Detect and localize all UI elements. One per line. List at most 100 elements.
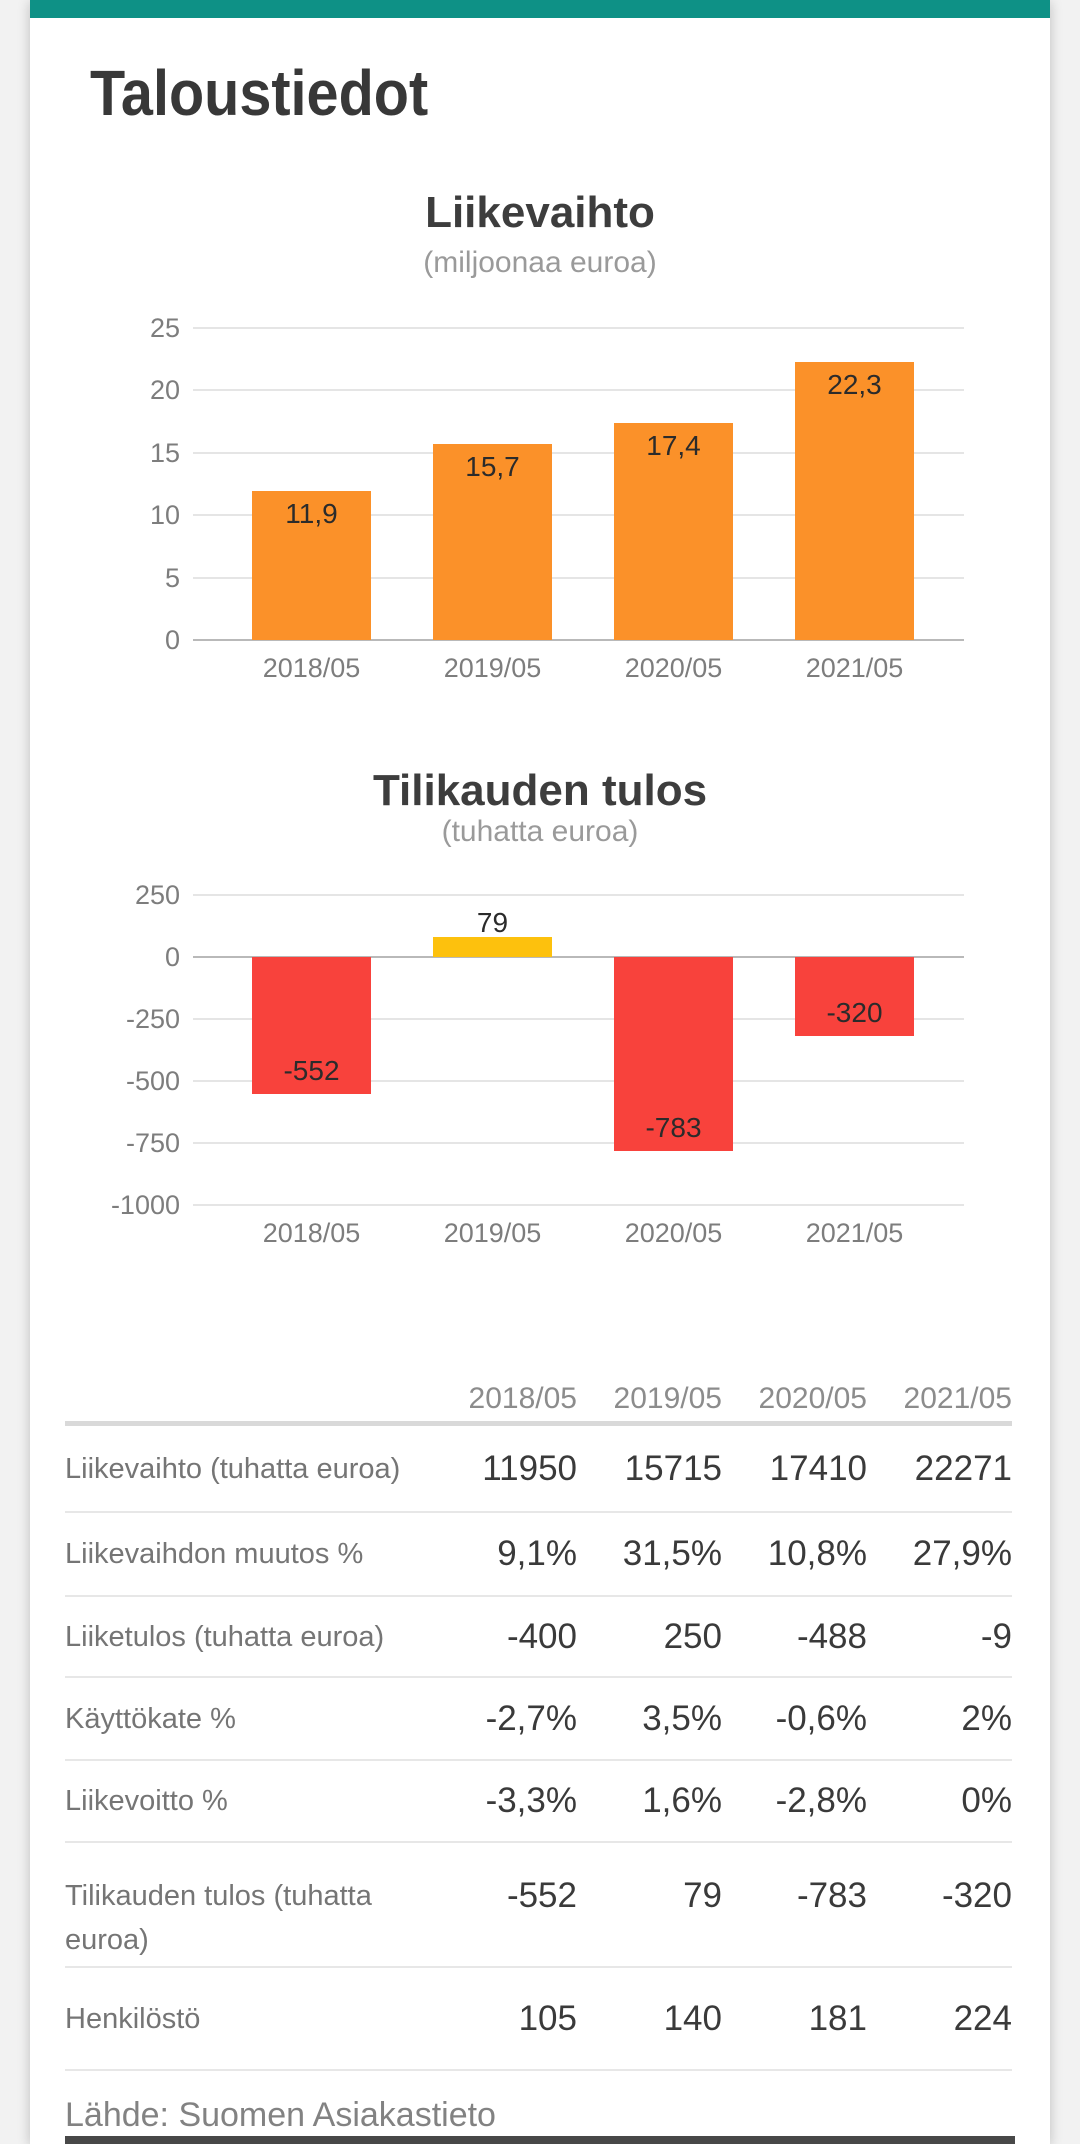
table-row: Liikevaihto (tuhatta euroa) 11950 15715 174… [65,1426,1012,1513]
bar [614,957,733,1151]
cell-value: 3,5% [642,1698,722,1738]
bar-value-label: 15,7 [465,451,520,482]
source-note: Lähde: Suomen Asiakastieto [65,2096,496,2134]
cell-value: -552 [506,1876,577,1915]
cell-value: -2,7% [485,1698,577,1738]
cell-value: 2% [961,1698,1012,1738]
next-section-edge [65,2136,1015,2144]
bar [433,937,552,957]
bar [252,491,371,640]
table-row: Henkilöstö 105 140 181 224 [65,1968,1012,2071]
y-axis-tick-label: 0 [164,942,180,972]
bar-value-label: 22,3 [827,369,882,400]
bar-value-label: -783 [645,1112,702,1143]
row-label: Käyttökate % [65,1702,236,1735]
cell-value: -400 [506,1616,577,1656]
bar [795,362,914,640]
row-label: Tilikauden tulos (tuhatta euroa) [65,1880,372,1956]
financial-table: 2018/05 2019/05 2020/05 2021/05 Liikevaihto … [65,1350,1012,2071]
revenue-chart-subtitle: (miljoonaa euroa) [423,246,657,279]
cell-value: 0% [961,1781,1012,1820]
cell-value: 140 [663,1998,722,2038]
table-row: Liikevoitto % -3,3% 1,6% -2,8% 0% [65,1761,1012,1843]
cell-value: 181 [808,1998,867,2038]
cell-value: -783 [796,1876,867,1915]
column-header: 2018/05 [468,1382,577,1415]
row-label: Henkilöstö [65,2002,201,2035]
cell-value: -320 [941,1876,1012,1915]
cell-value: 1,6% [642,1781,722,1820]
bar-value-label: 11,9 [285,498,338,529]
cell-value: 27,9% [912,1534,1012,1573]
gridline [193,577,964,579]
gridline [193,1018,964,1020]
bar [614,423,733,640]
y-axis-tick-label: 25 [149,313,180,343]
row-label: Liikevaihdon muutos % [65,1538,364,1570]
table-row: Käyttökate % -2,7% 3,5% -0,6% 2% [65,1678,1012,1761]
y-axis-tick-label: 20 [149,375,180,405]
table-row: Liikevaihdon muutos % 9,1% 31,5% 10,8% 27,9% [65,1513,1012,1597]
x-axis-label: 2020/05 [624,653,723,683]
gridline [193,1080,964,1082]
gridline [193,894,964,896]
cell-value: 224 [953,1998,1012,2038]
y-axis-tick-label: 10 [149,500,180,530]
bar-value-label: -320 [826,997,883,1028]
column-header: 2021/05 [903,1382,1012,1415]
result-chart-subtitle: (tuhatta euroa) [441,815,639,848]
cell-value: 105 [518,1998,577,2038]
revenue-chart-title: Liikevaihto [425,188,655,237]
gridline [193,1142,964,1144]
y-axis-tick-label: 15 [149,438,180,468]
cell-value: 17410 [769,1448,867,1488]
row-label: Liiketulos (tuhatta euroa) [65,1620,385,1653]
y-axis-tick-label: -750 [125,1128,180,1158]
cell-value: 15715 [624,1448,722,1488]
bar [252,957,371,1094]
accent-bar [30,0,1050,18]
bar [795,957,914,1036]
bar-value-label: 79 [476,907,509,938]
bar-value-label: -552 [283,1055,340,1086]
column-header: 2019/05 [613,1382,722,1415]
cell-value: -9 [980,1616,1012,1656]
cell-value: -2,8% [775,1781,867,1820]
cell-value: 22271 [914,1448,1012,1488]
table-header-row: 2018/05 2019/05 2020/05 2021/05 [65,1350,1012,1421]
table-header-divider [65,1421,1012,1426]
table-row: Tilikauden tulos (tuhatta euroa) -552 79 -7… [65,1843,1012,1968]
table-row: Liiketulos (tuhatta euroa) -400 250 -488 -9 [65,1597,1012,1678]
cell-value: 10,8% [767,1534,867,1573]
result-chart: 250 0 -250 -500 -750 -1000 -552 2018/05 79 2019/0… [30,0,1050,2144]
cell-value: 9,1% [497,1534,577,1573]
y-axis-tick-label: -1000 [110,1190,180,1220]
y-axis-tick-label: 5 [164,563,180,593]
x-axis-label: 2021/05 [805,653,904,683]
gridline [193,452,964,454]
cell-value: -3,3% [485,1781,577,1820]
cell-value: 31,5% [622,1534,722,1573]
y-axis-tick-label: -250 [125,1004,180,1034]
gridline [193,956,964,958]
x-axis-label: 2019/05 [443,1218,542,1248]
gridline [193,327,964,329]
bar-value-label: 17,4 [646,430,701,461]
x-axis-label: 2021/05 [805,1218,904,1248]
cell-value: -488 [796,1616,867,1656]
y-axis-tick-label: -500 [125,1066,180,1096]
x-axis-label: 2018/05 [262,1218,361,1248]
revenue-chart: 25 20 15 10 5 0 11,9 2018/05 15,7 2019/05 17,4 2020… [30,0,1050,2144]
cell-value: 250 [663,1616,722,1656]
page-title: Taloustiedot [90,57,429,129]
y-axis-tick-label: 250 [134,880,180,910]
gridline [193,1204,964,1206]
gridline [193,639,964,641]
cell-value: 79 [683,1876,722,1915]
gridline [193,514,964,516]
gridline [193,389,964,391]
cell-value: -0,6% [775,1698,867,1738]
cell-value: 11950 [482,1448,577,1488]
financial-info-card: Taloustiedot Liikevaihto (miljoonaa euro… [30,0,1050,2144]
result-chart-title: Tilikauden tulos [372,766,708,815]
